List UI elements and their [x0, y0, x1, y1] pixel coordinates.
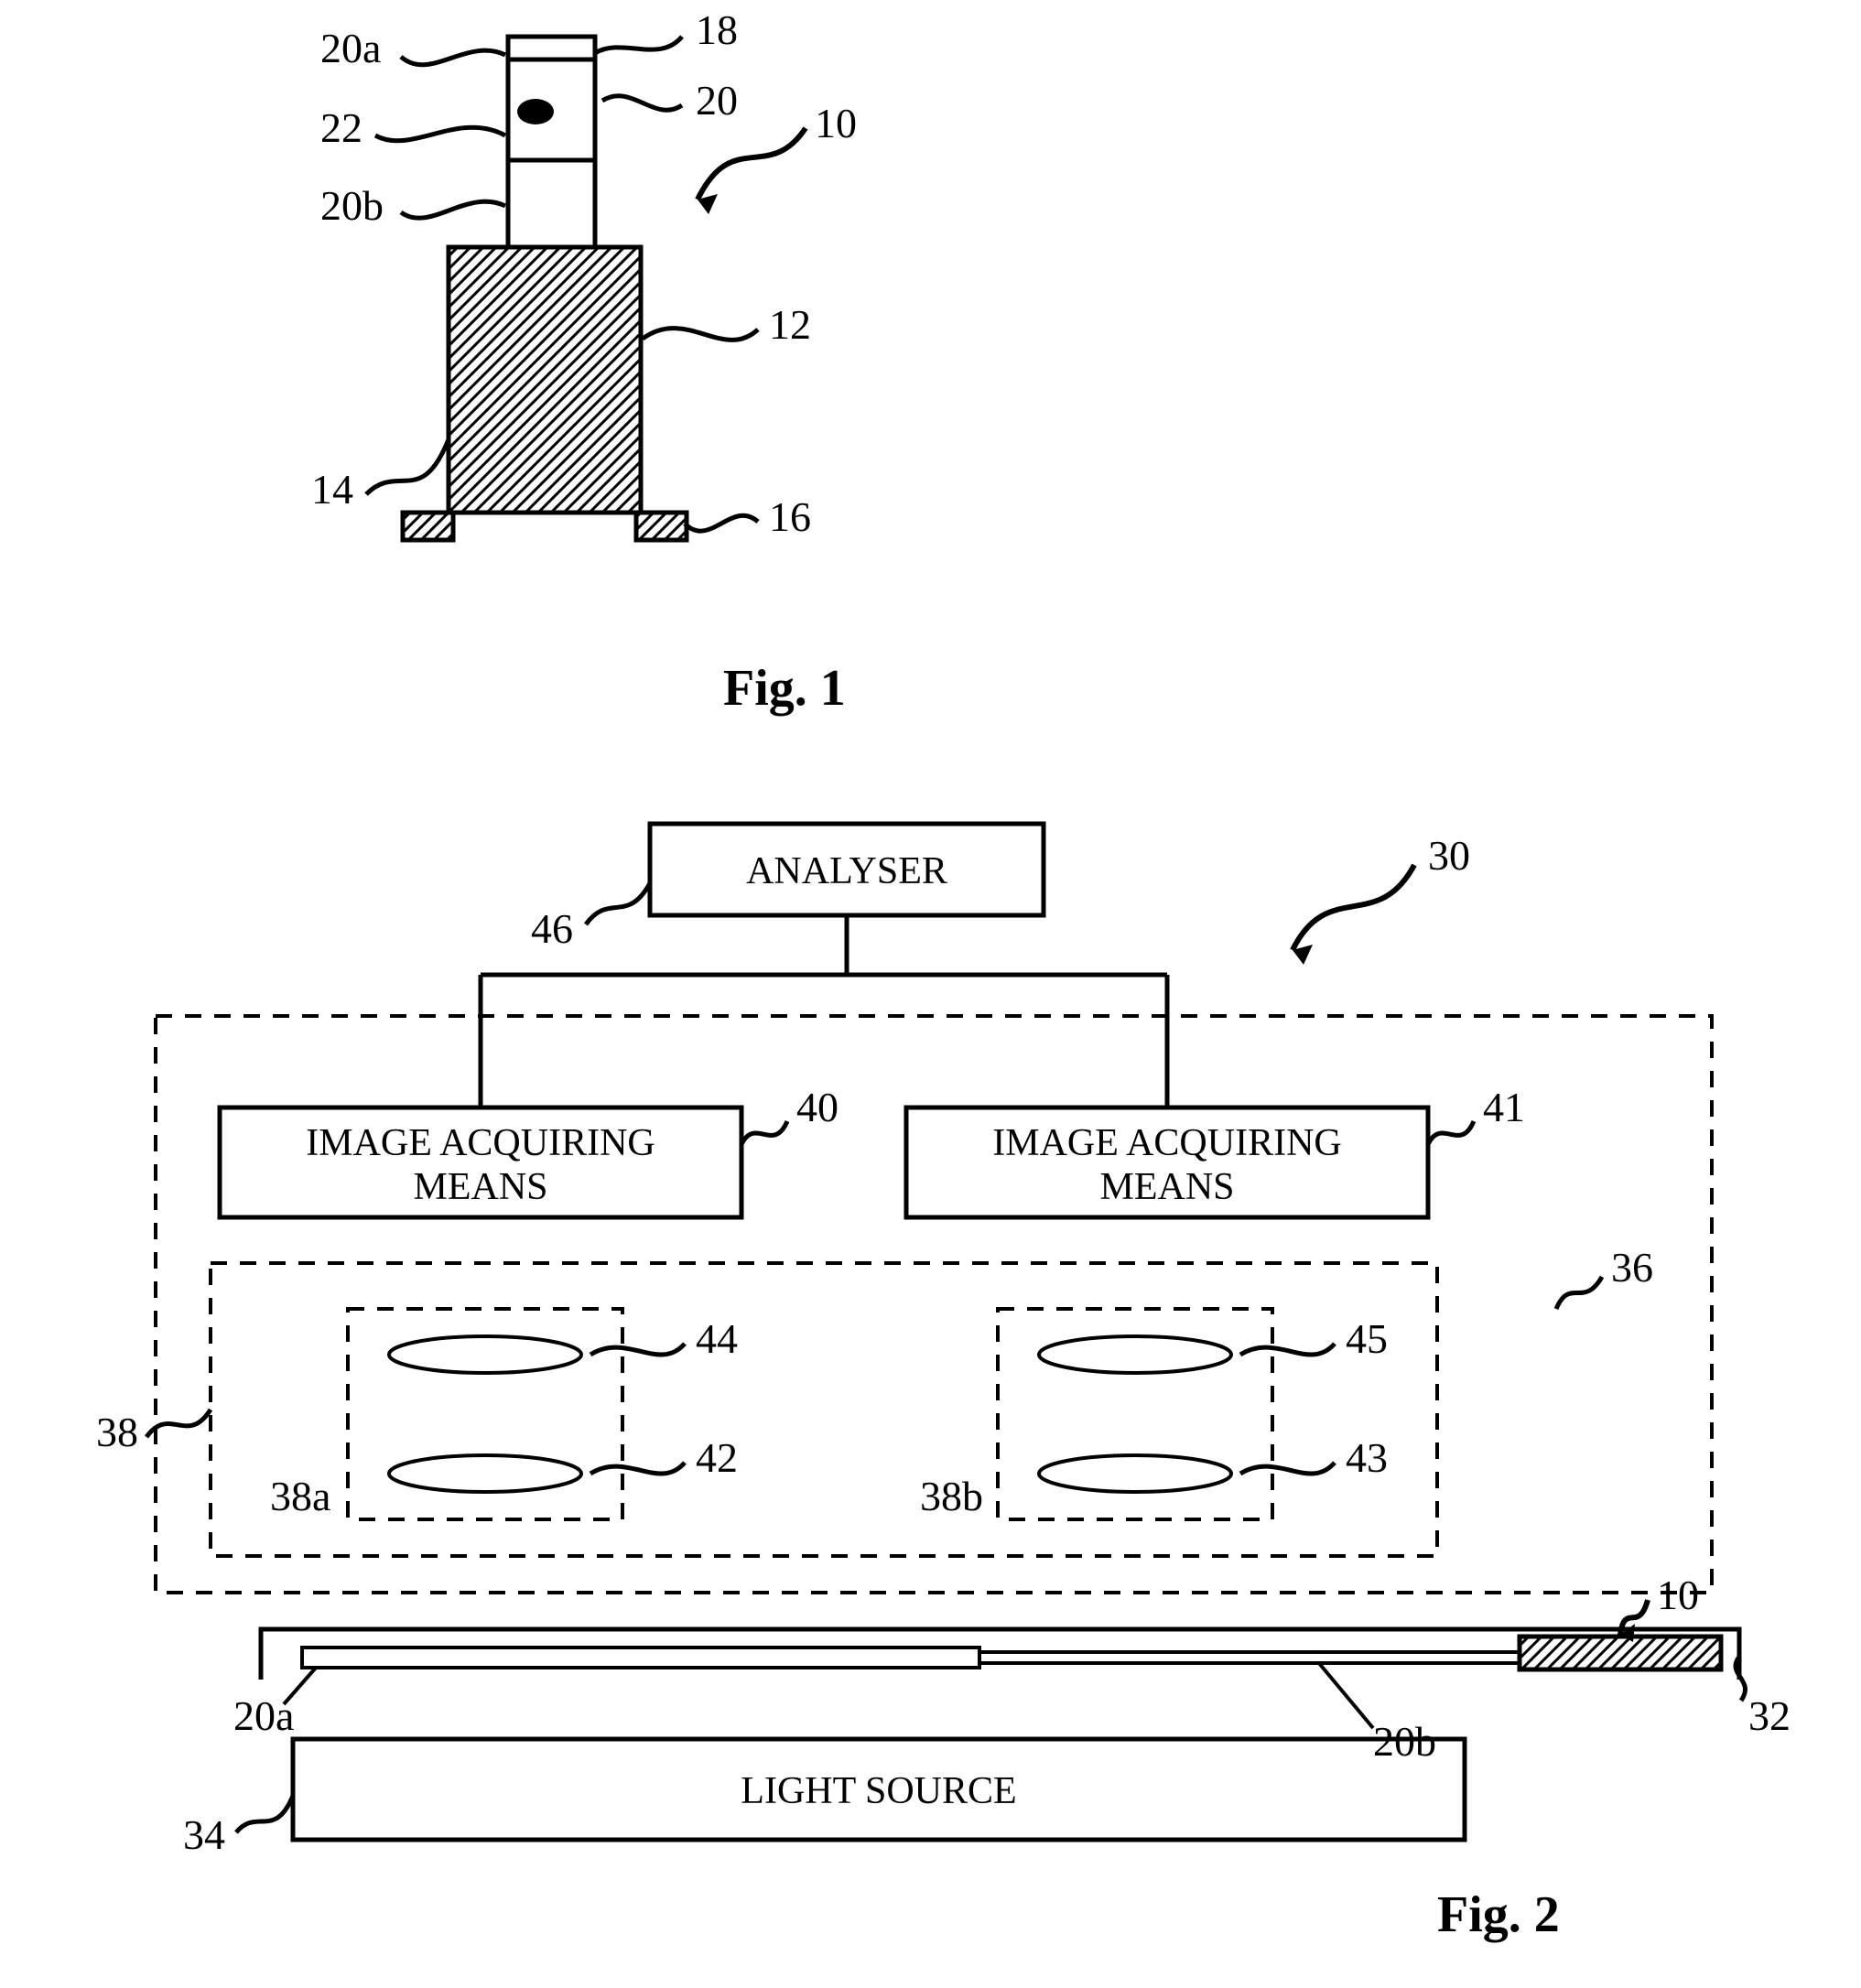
- lead-41: [1428, 1121, 1474, 1144]
- label-30: 30: [1428, 832, 1470, 879]
- lead-43: [1240, 1463, 1335, 1474]
- lens-45: [1039, 1336, 1231, 1373]
- fig2-caption: Fig. 2: [1437, 1886, 1560, 1943]
- label-20: 20: [696, 77, 738, 124]
- label-20a-fig2: 20a: [233, 1692, 294, 1739]
- analyser-text: ANALYSER: [746, 850, 947, 892]
- iam-left-l1: IMAGE ACQUIRING: [306, 1122, 655, 1164]
- lead-12: [643, 329, 758, 340]
- label-38a: 38a: [270, 1473, 330, 1519]
- lead-10-fig1: [698, 128, 806, 200]
- label-12: 12: [769, 301, 811, 348]
- lead-30: [1293, 865, 1414, 950]
- fig1-base-right: [636, 513, 687, 540]
- label-22: 22: [320, 104, 362, 151]
- lead-44: [590, 1344, 685, 1355]
- rod-20a: [302, 1648, 979, 1668]
- iam-left-l2: MEANS: [413, 1166, 547, 1208]
- label-10-fig1: 10: [815, 100, 857, 146]
- lead-20a: [401, 50, 505, 65]
- label-43: 43: [1346, 1434, 1388, 1481]
- label-20a: 20a: [320, 25, 381, 71]
- hatched-10: [1520, 1637, 1721, 1669]
- iam-right-l2: MEANS: [1099, 1166, 1234, 1208]
- label-10-fig2: 10: [1657, 1572, 1699, 1618]
- lead-46: [586, 883, 650, 924]
- lens-42: [389, 1455, 581, 1492]
- label-18: 18: [696, 6, 738, 53]
- fig1-caption: Fig. 1: [723, 660, 846, 717]
- iam-right-l1: IMAGE ACQUIRING: [992, 1122, 1342, 1164]
- lens-43: [1039, 1455, 1231, 1492]
- label-20b: 20b: [320, 182, 384, 229]
- label-42: 42: [696, 1434, 738, 1481]
- label-46: 46: [531, 905, 573, 952]
- lead-36: [1556, 1277, 1602, 1309]
- lens-44: [389, 1336, 581, 1373]
- label-40: 40: [796, 1084, 839, 1130]
- lead-20b: [401, 201, 505, 218]
- rod-20b: [979, 1652, 1520, 1663]
- label-44: 44: [696, 1315, 738, 1362]
- label-38: 38: [96, 1409, 138, 1455]
- fig1-body: [449, 247, 641, 513]
- fig1-upper: [508, 37, 595, 247]
- fig1-dot: [517, 99, 554, 124]
- fig1-base-left: [403, 513, 453, 540]
- lead-14: [366, 439, 449, 494]
- lead-22: [375, 127, 505, 141]
- label-34: 34: [183, 1811, 225, 1858]
- lead-18: [595, 37, 682, 53]
- lead-20: [602, 96, 682, 111]
- lead-16: [685, 515, 758, 531]
- label-20b-fig2: 20b: [1373, 1718, 1436, 1765]
- label-45: 45: [1346, 1315, 1388, 1362]
- label-36: 36: [1611, 1244, 1653, 1291]
- label-38b: 38b: [920, 1473, 983, 1519]
- label-14: 14: [311, 466, 353, 513]
- lead-45: [1240, 1344, 1335, 1355]
- label-32: 32: [1748, 1692, 1791, 1739]
- figure-2: ANALYSER IMAGE ACQUIRING MEANS IMAGE ACQ…: [96, 824, 1791, 1858]
- lead-42: [590, 1463, 685, 1474]
- figure-1: 18 20 20a 22 20b 10 12 14 16: [311, 6, 857, 540]
- lead-40: [741, 1121, 787, 1144]
- label-41: 41: [1483, 1084, 1525, 1130]
- label-16: 16: [769, 493, 811, 540]
- lead-34: [236, 1796, 293, 1832]
- light-source-text: LIGHT SOURCE: [741, 1770, 1016, 1812]
- patent-figures: 18 20 20a 22 20b 10 12 14 16 Fig. 1 ANAL…: [0, 0, 1861, 1988]
- lead-20b-fig2: [1318, 1662, 1373, 1728]
- dashed-inner-38: [211, 1263, 1437, 1556]
